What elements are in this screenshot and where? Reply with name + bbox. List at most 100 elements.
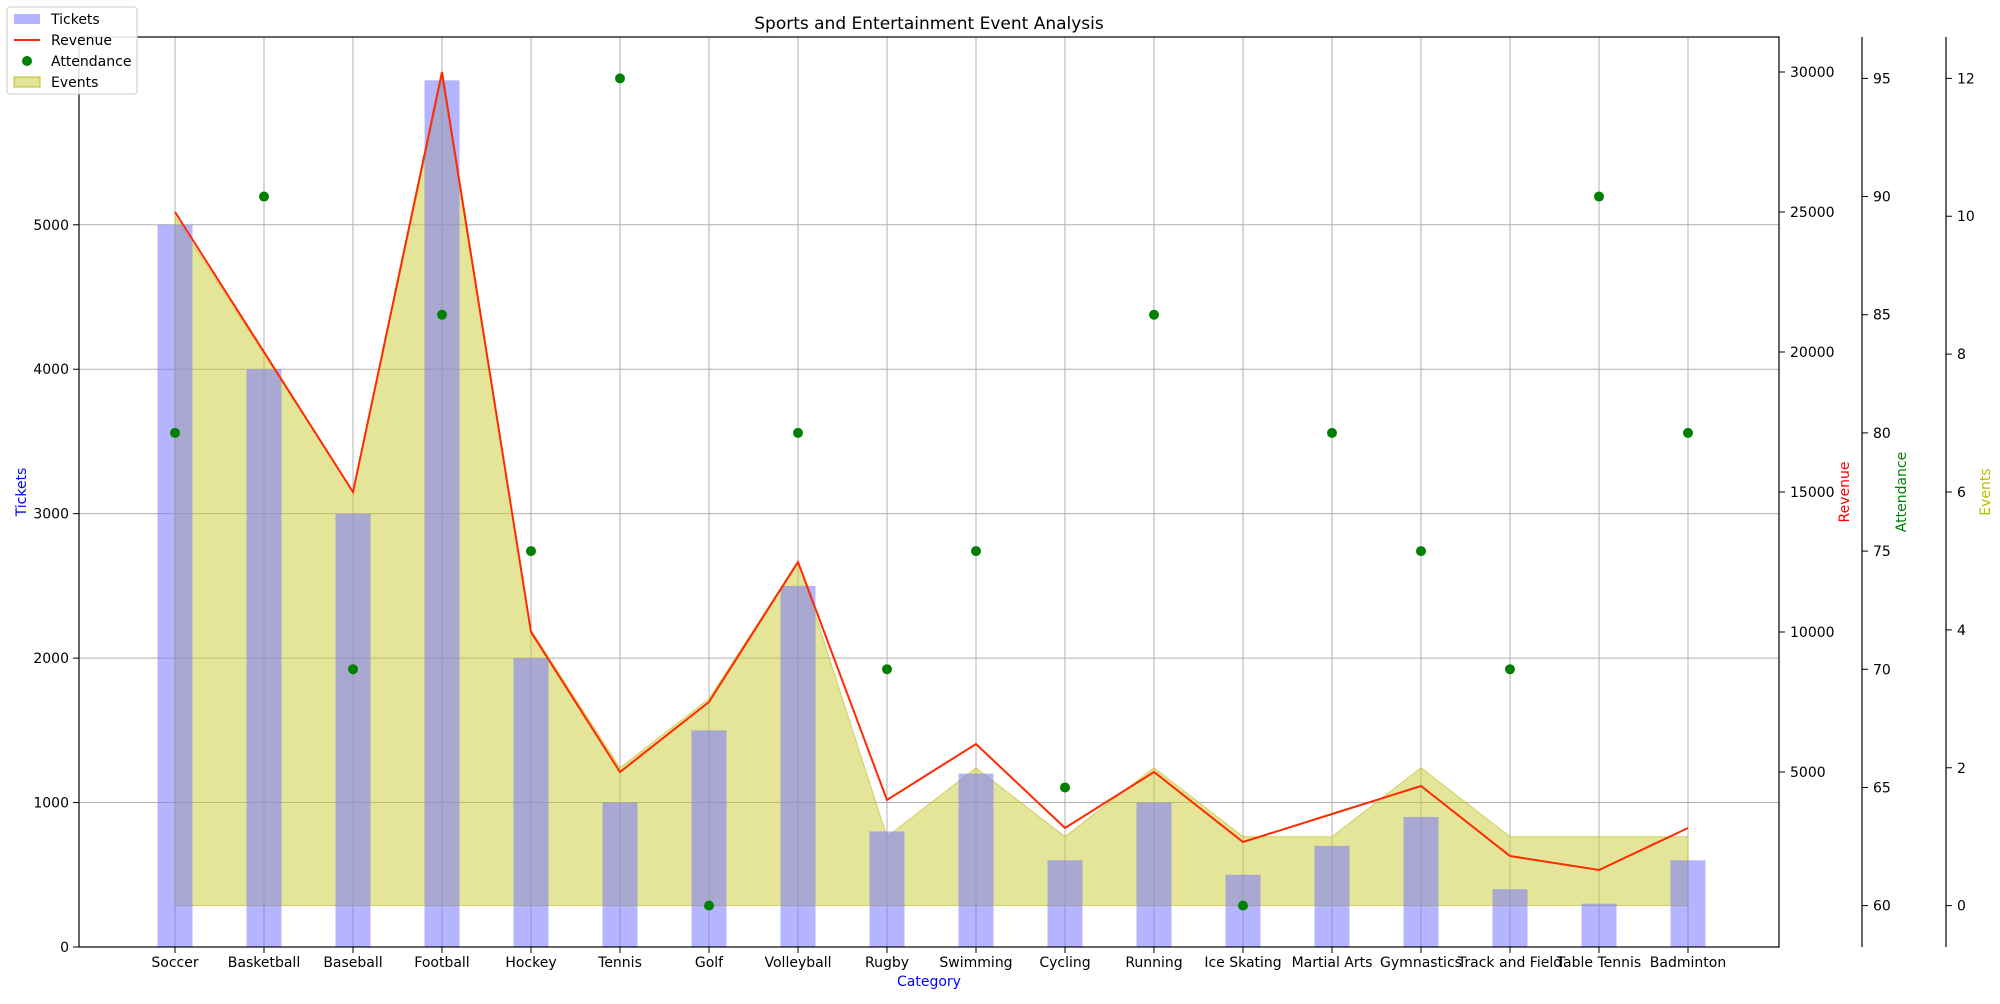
attendance-point bbox=[1594, 191, 1604, 202]
attendance-points bbox=[170, 73, 1693, 911]
legend-swatch-attendance bbox=[22, 56, 32, 66]
events-axis-tick-label: 6 bbox=[1957, 485, 1966, 501]
tickets-bar bbox=[958, 773, 994, 947]
x-tick-label: Gymnastics bbox=[1380, 955, 1462, 971]
x-axis-label: Category bbox=[897, 974, 961, 990]
attendance-point bbox=[1505, 664, 1515, 675]
revenue-axis-label: Revenue bbox=[1837, 462, 1853, 523]
x-tick-label: Volleyball bbox=[765, 955, 832, 971]
attendance-point bbox=[1238, 900, 1248, 911]
legend-label: Events bbox=[51, 75, 98, 91]
revenue-line-path bbox=[174, 71, 1689, 872]
attendance-point bbox=[1060, 782, 1070, 793]
legend-box bbox=[6, 6, 138, 95]
attendance-point bbox=[1149, 309, 1159, 320]
tickets-bar bbox=[157, 224, 193, 947]
attendance-axis-tick-label: 95 bbox=[1873, 71, 1891, 87]
x-tick-label: Baseball bbox=[323, 955, 382, 971]
axes: Soccer Basketball Baseball Football Hockey Te… bbox=[14, 36, 1994, 971]
tickets-axis-label: Tickets bbox=[14, 468, 30, 518]
tickets-axis-tick-label: 3000 bbox=[33, 507, 69, 523]
tickets-axis-tick-label: 5000 bbox=[33, 218, 69, 234]
revenue-axis-tick-label: 10000 bbox=[1790, 625, 1835, 641]
revenue-axis-tick-label: 15000 bbox=[1790, 485, 1835, 501]
chart-title: Sports and Entertainment Event Analysis bbox=[754, 14, 1104, 34]
attendance-point bbox=[526, 546, 536, 557]
legend-swatch-tickets bbox=[14, 14, 40, 24]
legend: Tickets Revenue Attendance Events bbox=[6, 6, 138, 95]
tickets-bar bbox=[1403, 817, 1439, 947]
legend-label: Tickets bbox=[50, 12, 100, 28]
revenue-axis-tick-label: 25000 bbox=[1790, 205, 1835, 221]
tickets-bar bbox=[1047, 860, 1083, 947]
events-axis-tick-label: 12 bbox=[1957, 71, 1975, 87]
x-tick-label: Running bbox=[1125, 955, 1182, 971]
events-axis-tick-label: 10 bbox=[1957, 209, 1975, 225]
revenue-axis-tick-label: 5000 bbox=[1790, 765, 1826, 781]
attendance-point bbox=[1683, 427, 1693, 438]
tickets-bar bbox=[424, 80, 460, 948]
x-tick-label: Martial Arts bbox=[1292, 955, 1373, 971]
events-axis-label: Events bbox=[1978, 468, 1994, 515]
tickets-bar bbox=[1670, 860, 1706, 947]
tickets-bar bbox=[602, 802, 638, 947]
revenue-line bbox=[174, 71, 1689, 872]
attendance-point bbox=[437, 309, 447, 320]
tickets-axis-tick-label: 4000 bbox=[33, 362, 69, 378]
tickets-bar bbox=[1492, 889, 1528, 947]
attendance-point bbox=[1416, 546, 1426, 557]
attendance-axis-tick-label: 75 bbox=[1873, 544, 1891, 560]
tickets-bar bbox=[1314, 845, 1350, 947]
x-tick-label: Badminton bbox=[1650, 955, 1726, 971]
attendance-point bbox=[259, 191, 269, 202]
tickets-bar bbox=[246, 369, 282, 947]
attendance-axis-tick-label: 85 bbox=[1873, 308, 1891, 324]
tickets-bar bbox=[335, 513, 371, 947]
events-axis-tick-label: 2 bbox=[1957, 761, 1966, 777]
attendance-point bbox=[1327, 427, 1337, 438]
x-tick-label: Track and Field bbox=[1457, 955, 1562, 971]
tickets-bar bbox=[869, 831, 905, 947]
tickets-bar bbox=[780, 585, 816, 947]
tickets-axis-tick-label: 2000 bbox=[33, 651, 69, 667]
x-tick-label: Table Tennis bbox=[1556, 955, 1641, 971]
attendance-point bbox=[704, 900, 714, 911]
tickets-axis-tick-label: 1000 bbox=[33, 796, 69, 812]
x-tick-label: Swimming bbox=[939, 955, 1012, 971]
revenue-axis-tick-label: 20000 bbox=[1790, 345, 1835, 361]
attendance-axis-tick-label: 60 bbox=[1873, 899, 1891, 915]
events-axis-tick-label: 4 bbox=[1957, 623, 1966, 639]
x-tick-label: Golf bbox=[695, 955, 724, 971]
attendance-axis-tick-label: 80 bbox=[1873, 426, 1891, 442]
events-axis-tick-label: 0 bbox=[1957, 899, 1966, 915]
x-tick-label: Basketball bbox=[228, 955, 300, 971]
legend-label: Attendance bbox=[51, 54, 131, 70]
x-tick-label: Hockey bbox=[505, 955, 556, 971]
attendance-axis-label: Attendance bbox=[1894, 452, 1910, 532]
x-tick-label: Ice Skating bbox=[1204, 955, 1281, 971]
x-tick-label: Football bbox=[414, 955, 469, 971]
attendance-point bbox=[793, 427, 803, 438]
attendance-point bbox=[971, 546, 981, 557]
attendance-point bbox=[882, 664, 892, 675]
tickets-bars bbox=[157, 80, 1706, 948]
attendance-axis-tick-label: 65 bbox=[1873, 780, 1891, 796]
x-tick-label: Cycling bbox=[1039, 955, 1090, 971]
events-axis-tick-label: 8 bbox=[1957, 347, 1966, 363]
tickets-bar bbox=[513, 658, 549, 947]
attendance-axis-tick-label: 70 bbox=[1873, 662, 1891, 678]
legend-swatch-events bbox=[13, 76, 41, 88]
attendance-point bbox=[615, 73, 625, 84]
tickets-bar bbox=[1581, 903, 1617, 947]
tickets-bar bbox=[1225, 874, 1261, 947]
tickets-bar bbox=[1136, 802, 1172, 947]
tickets-bar bbox=[691, 730, 727, 947]
tickets-axis-tick-label: 0 bbox=[60, 940, 69, 956]
attendance-point bbox=[170, 427, 180, 438]
legend-label: Revenue bbox=[51, 33, 112, 49]
attendance-point bbox=[348, 664, 358, 675]
revenue-axis-tick-label: 30000 bbox=[1790, 65, 1835, 81]
x-tick-label: Rugby bbox=[865, 955, 909, 971]
